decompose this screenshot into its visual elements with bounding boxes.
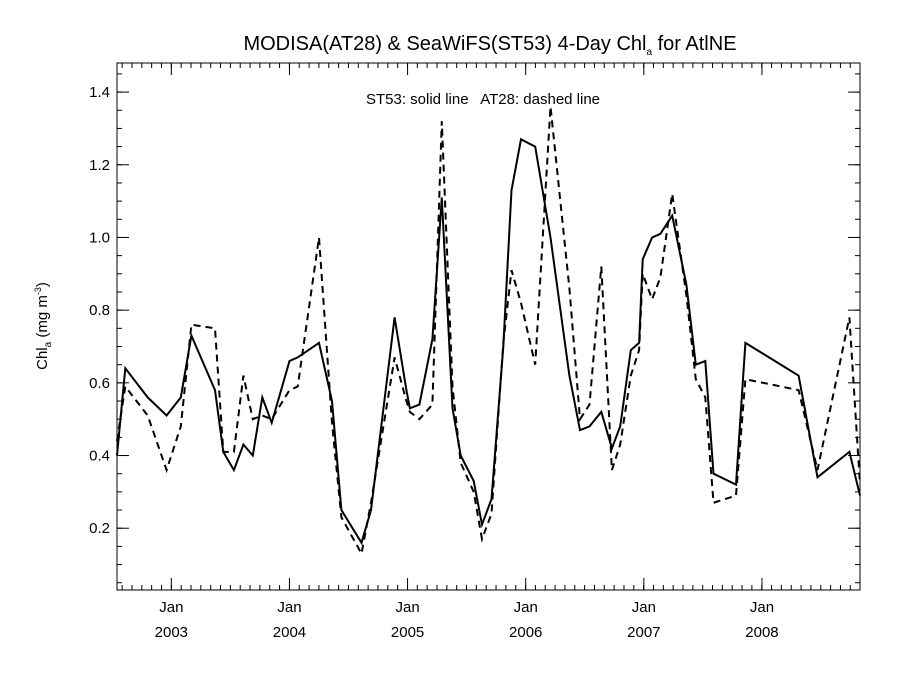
y-tick-label: 0.2	[89, 520, 110, 537]
x-tick-label-month: Jan	[159, 599, 183, 616]
chart-title-sub: a	[647, 47, 653, 58]
y-tick-label: 1.4	[89, 84, 110, 101]
x-tick-label-year: 2004	[273, 624, 306, 641]
x-tick-label-year: 2006	[509, 624, 542, 641]
x-tick-label-month: Jan	[750, 599, 774, 616]
series-group	[116, 106, 861, 557]
y-axis-label-close: )	[34, 282, 51, 287]
y-axis-label-sup: -3	[33, 287, 43, 295]
x-tick-label-year: 2005	[391, 624, 424, 641]
series-line-solid	[116, 137, 861, 546]
axes: 0.2 0.4 0.6 0.8 1.0 1.2 1.4 Jan 2003 Jan 2004 Jan 20…	[89, 62, 861, 641]
x-tick-label-year: 2007	[627, 624, 660, 641]
chart-title: MODISA(AT28) & SeaWiFS(ST53) 4-Day Chla …	[243, 33, 736, 58]
y-tick-label: 0.8	[89, 302, 110, 319]
y-axis-label: Chla (mg m-3)	[33, 282, 54, 370]
x-tick-label-month: Jan	[514, 599, 538, 616]
plot-frame	[116, 62, 861, 591]
x-tick-label-year: 2008	[745, 624, 778, 641]
chart-title-end: for AtlNE	[652, 33, 736, 55]
y-tick-label: 1.0	[89, 229, 110, 246]
x-tick-label-month: Jan	[632, 599, 656, 616]
x-tick-label-month: Jan	[277, 599, 301, 616]
y-axis-label-sub: a	[43, 341, 54, 347]
x-tick-label-year: 2003	[155, 624, 188, 641]
y-tick-label: 0.6	[89, 375, 110, 392]
y-axis-label-unit: (mg m	[34, 295, 51, 342]
y-tick-label: 0.4	[89, 448, 110, 465]
y-axis-label-main: Chl	[34, 347, 51, 370]
chart-annotation: ST53: solid line AT28: dashed line	[366, 91, 600, 108]
y-tick-label: 1.2	[89, 157, 110, 174]
series-line-dashed	[116, 106, 861, 557]
chart-title-main: MODISA(AT28) & SeaWiFS(ST53) 4-Day Chl	[243, 33, 646, 55]
x-tick-label-month: Jan	[395, 599, 419, 616]
